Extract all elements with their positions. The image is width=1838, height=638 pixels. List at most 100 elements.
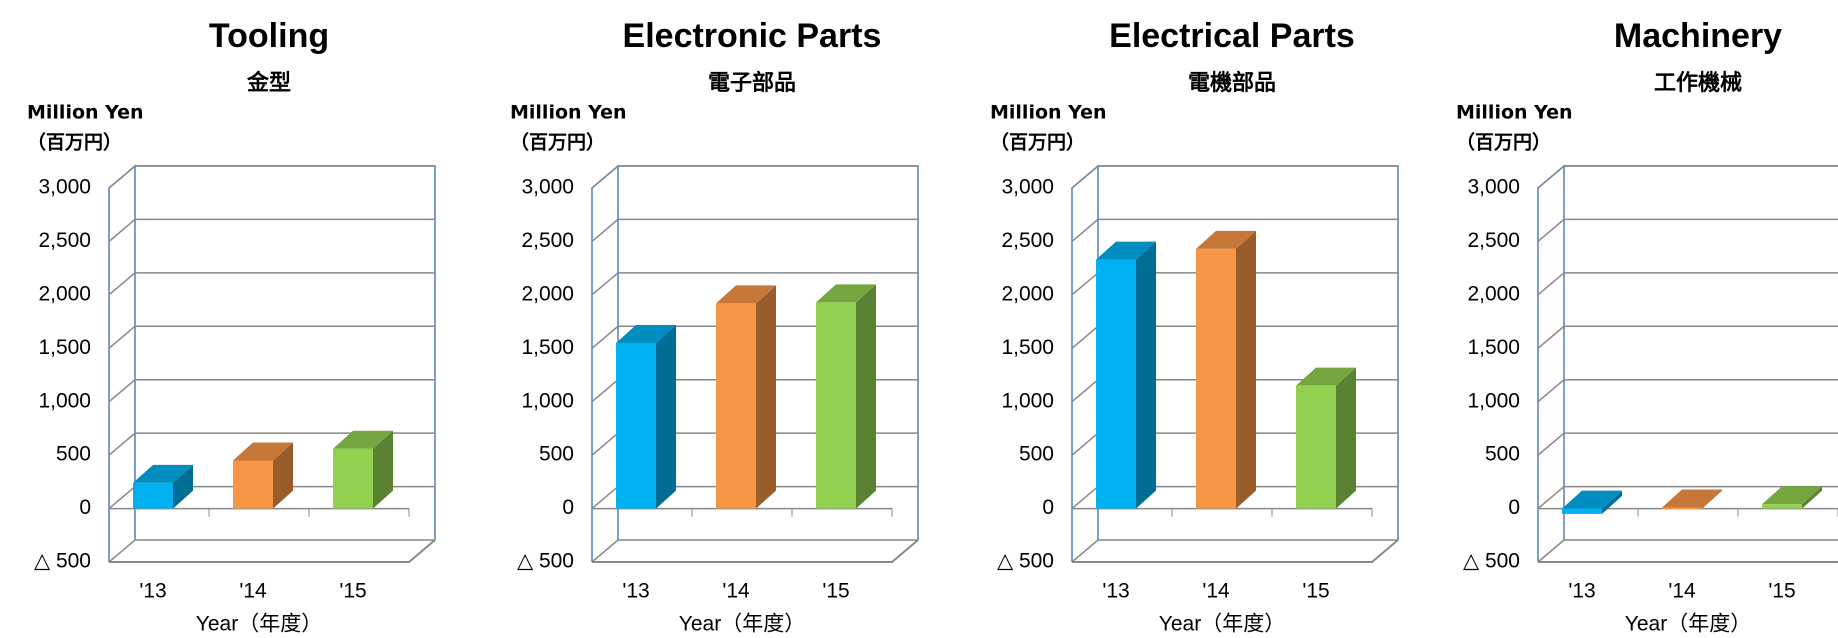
chart: Machinery 工作機械 Million Yen （百万円） △ 500 0 500 1,… (1456, 17, 1838, 636)
bar-front (1096, 259, 1136, 509)
y-tick-label: 1,000 (521, 389, 574, 412)
y-tick-label: 1,500 (38, 336, 91, 359)
y-tick-label: 3,000 (1001, 176, 1054, 199)
bar-side (856, 284, 876, 509)
y-axis-label: Million Yen (990, 102, 1107, 124)
axis-wall (1537, 164, 1565, 562)
y-tick-label: 500 (1485, 443, 1520, 466)
y-axis-label: （百万円） (27, 131, 122, 154)
y-tick-label: 500 (539, 443, 574, 466)
y-tick-label: 3,000 (1467, 176, 1520, 199)
y-tick-label: 1,000 (1467, 389, 1520, 412)
x-tick-label: '15 (822, 580, 849, 603)
x-tick-label: '13 (1568, 580, 1595, 603)
bar-side (656, 324, 676, 509)
x-axis-label: Year（年度） (1625, 613, 1751, 636)
x-tick-label: '14 (239, 580, 267, 603)
y-tick-label: 1,500 (1467, 336, 1520, 359)
bar-front (716, 303, 756, 509)
bar-front (1196, 248, 1236, 509)
bar-top (233, 442, 293, 461)
chart-subtitle: 金型 (246, 70, 291, 96)
y-tick-label: △ 500 (34, 550, 91, 573)
floor (1538, 560, 1838, 563)
grid-line (1537, 485, 1838, 510)
grid-line (1537, 325, 1838, 349)
grid-line (1537, 218, 1838, 243)
bar (1762, 486, 1822, 509)
axis-wall (108, 164, 136, 562)
grid-line (1537, 165, 1838, 189)
floor (109, 539, 436, 563)
bar-side (273, 442, 293, 509)
chart-title: Electrical Parts (1109, 17, 1355, 55)
bar (1662, 489, 1722, 510)
bar (133, 464, 193, 509)
bar-top (333, 430, 393, 449)
y-tick-label: 2,500 (521, 229, 574, 252)
bar-front (1562, 508, 1602, 514)
grid-line (1537, 378, 1838, 403)
chart: Electronic Parts 電子部品 Million Yen （百万円） △ 50… (510, 17, 919, 636)
bar-top (133, 464, 193, 483)
grid-line (591, 165, 918, 189)
bar-front (1296, 385, 1336, 509)
chart-subtitle: 工作機械 (1654, 71, 1742, 96)
bar-side (173, 464, 193, 509)
x-tick-label: '14 (722, 580, 750, 603)
bar-front (133, 482, 173, 509)
y-tick-label: 2,500 (38, 229, 91, 252)
x-axis-label: Year（年度） (1159, 613, 1285, 636)
grid-line (591, 218, 918, 243)
bar (1096, 241, 1156, 509)
x-tick-label: '13 (139, 580, 166, 603)
y-tick-label: 2,500 (1467, 229, 1520, 252)
x-tick-label: '15 (339, 580, 366, 603)
x-tick-label: '15 (1768, 580, 1795, 603)
axis-wall (591, 164, 619, 562)
chart-title: Machinery (1614, 17, 1782, 55)
bar-top (1296, 367, 1356, 386)
grid-line (108, 432, 435, 456)
bar-top (1562, 490, 1622, 509)
y-tick-label: 2,000 (1001, 282, 1054, 305)
back-wall (1564, 165, 1838, 167)
bar-front (233, 460, 273, 509)
x-tick-label: '15 (1302, 580, 1329, 603)
y-tick-label: 2,000 (1467, 282, 1520, 305)
chart-subtitle: 電子部品 (708, 70, 796, 96)
y-tick-label: 500 (1019, 443, 1054, 466)
y-tick-label: 500 (56, 443, 91, 466)
grid-line (108, 325, 435, 349)
y-axis-label: Million Yen (1456, 102, 1573, 124)
bar-side (756, 285, 776, 509)
bar (816, 284, 876, 509)
y-tick-label: 2,000 (521, 282, 574, 305)
y-tick-label: 1,500 (1001, 336, 1054, 359)
bar-top (1196, 230, 1256, 249)
chart-title: Tooling (209, 17, 329, 55)
chart-subtitle: 電機部品 (1188, 70, 1276, 96)
bar (716, 285, 776, 509)
y-tick-label: △ 500 (997, 550, 1054, 573)
grid-line (591, 272, 918, 296)
x-tick-label: '14 (1668, 580, 1696, 603)
y-tick-label: 3,000 (521, 176, 574, 199)
x-axis-label: Year（年度） (679, 613, 805, 636)
y-tick-label: 0 (562, 496, 574, 519)
bar-front (333, 448, 373, 509)
y-tick-label: 0 (79, 496, 91, 519)
bar-side (1236, 230, 1256, 509)
chart-title: Electronic Parts (623, 17, 882, 55)
bar-side (1336, 367, 1356, 509)
bar (1562, 490, 1622, 514)
bar-top (1662, 489, 1722, 508)
grid-line (108, 218, 435, 243)
y-tick-label: 0 (1042, 496, 1054, 519)
y-tick-label: 1,000 (38, 389, 91, 412)
grid-line (1537, 272, 1838, 296)
bar-top (816, 284, 876, 303)
y-tick-label: 2,000 (38, 282, 91, 305)
y-axis-label: （百万円） (510, 131, 605, 154)
